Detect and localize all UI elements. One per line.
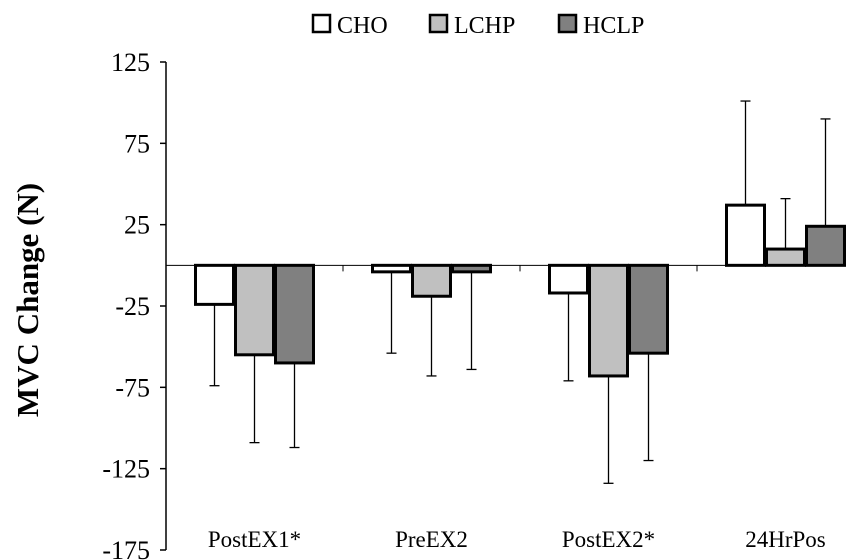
y-tick-label: 25 <box>124 211 150 240</box>
legend-label: CHO <box>337 13 388 39</box>
y-tick-label: 125 <box>111 48 150 77</box>
legend-swatch <box>428 13 449 34</box>
legend-label: LCHP <box>454 13 515 39</box>
x-tick-label: PostEX1* <box>208 527 301 552</box>
y-tick-label: -175 <box>102 536 150 560</box>
bars <box>194 100 846 484</box>
x-tick-label: PostEX2* <box>562 527 655 552</box>
x-tick-label: 24HrPos <box>745 527 826 552</box>
legend: CHO LCHP HCLP <box>311 13 644 39</box>
legend-swatch <box>311 13 332 34</box>
y-axis: 125 75 25 -25 -75 -125 -175 <box>102 48 167 560</box>
x-axis: PostEX1* PreEX2 PostEX2* 24HrPos <box>166 264 846 552</box>
bar <box>805 224 846 267</box>
bar <box>451 263 492 274</box>
y-tick-label: -75 <box>115 373 150 402</box>
legend-swatch <box>557 13 578 34</box>
y-tick-label: -25 <box>115 292 150 321</box>
legend-label: HCLP <box>583 13 644 39</box>
bar <box>628 263 669 355</box>
x-tick-label: PreEX2 <box>395 527 468 552</box>
y-tick-label: -125 <box>102 455 150 484</box>
y-tick-label: 75 <box>124 129 150 158</box>
bar <box>725 203 766 267</box>
bar <box>548 263 589 295</box>
bar <box>274 263 315 365</box>
bar <box>194 263 235 306</box>
bar <box>411 263 452 298</box>
bar <box>765 247 806 267</box>
y-axis-title: MVC Change (N) <box>10 183 45 417</box>
bar <box>234 263 275 357</box>
bar <box>588 263 629 378</box>
bar <box>371 263 412 274</box>
